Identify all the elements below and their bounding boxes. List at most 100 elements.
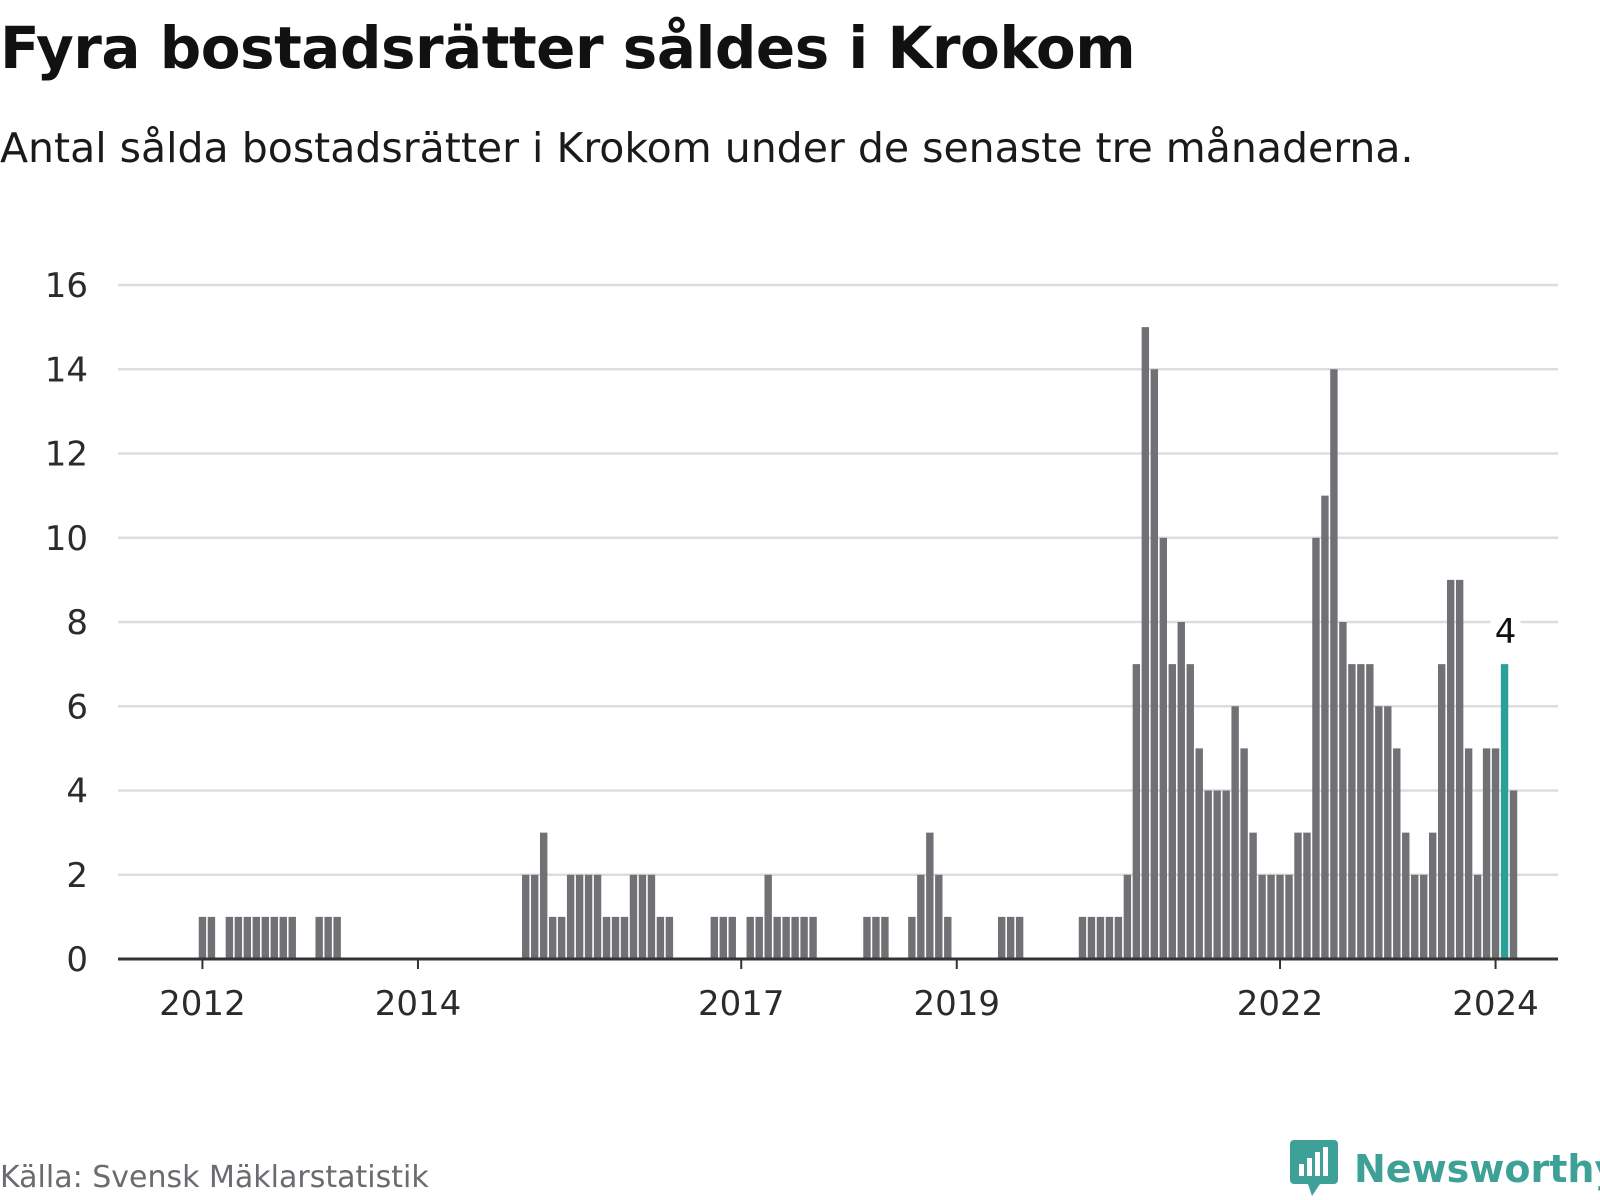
bar xyxy=(935,874,943,959)
bar xyxy=(1491,748,1500,960)
x-tick-label: 2014 xyxy=(375,984,462,1024)
bar xyxy=(1015,916,1024,960)
bar xyxy=(584,874,593,959)
bar xyxy=(1411,874,1419,959)
brand-logo: Newsworthy xyxy=(1290,1140,1600,1198)
bar xyxy=(1195,748,1203,960)
bar xyxy=(1006,916,1015,960)
bar xyxy=(1455,579,1464,960)
bar xyxy=(234,916,243,960)
x-tick-label: 2012 xyxy=(159,984,246,1024)
bar xyxy=(719,916,727,960)
bar xyxy=(1429,832,1437,960)
bar xyxy=(324,916,332,960)
bar xyxy=(198,916,207,960)
bar xyxy=(1141,327,1150,960)
bar xyxy=(1366,664,1374,960)
bar xyxy=(1078,916,1087,960)
bar xyxy=(773,916,781,960)
bar xyxy=(1420,874,1428,959)
bar xyxy=(1087,916,1096,960)
chart-subtitle: Antal sålda bostadsrätter i Krokom under… xyxy=(0,124,1414,172)
bar xyxy=(764,874,772,959)
bar xyxy=(1285,874,1293,959)
bar-chart: 0 2 4 6 8 10 12 14 16 2012 2014 2017 2019 2022 2024 4 xyxy=(45,266,1558,1024)
bar xyxy=(1231,706,1239,959)
bar xyxy=(1509,790,1518,959)
bar xyxy=(656,916,665,960)
bar xyxy=(1213,790,1221,959)
data-label-background xyxy=(1490,612,1521,651)
bar xyxy=(791,916,799,960)
bar xyxy=(315,916,323,960)
bar xyxy=(539,832,548,960)
bar xyxy=(1222,790,1230,959)
bar xyxy=(1150,369,1159,959)
bar xyxy=(1339,622,1347,959)
bar xyxy=(1105,916,1114,960)
bar xyxy=(1177,622,1185,959)
bar xyxy=(1321,495,1329,960)
bar xyxy=(1473,874,1482,959)
bar xyxy=(1132,664,1141,960)
bar xyxy=(746,916,754,960)
bar xyxy=(333,916,341,960)
bar xyxy=(728,916,736,960)
y-axis: 0 2 4 6 8 10 12 14 16 xyxy=(45,266,88,980)
bar xyxy=(270,916,278,960)
bar xyxy=(602,916,611,960)
bar xyxy=(665,916,674,960)
bar xyxy=(1123,874,1132,959)
x-tick-label: 2024 xyxy=(1452,984,1539,1024)
y-tick-label: 10 xyxy=(45,519,88,559)
y-tick-label: 6 xyxy=(66,687,88,727)
bar xyxy=(575,874,584,959)
bar xyxy=(531,874,539,959)
bar xyxy=(252,916,261,960)
bar xyxy=(629,874,638,959)
bar xyxy=(1168,664,1176,960)
bar xyxy=(1330,369,1338,959)
bar-chart-speech-bubble-icon xyxy=(1290,1140,1338,1196)
bar xyxy=(261,916,269,960)
bar xyxy=(243,916,252,960)
bar xyxy=(225,916,234,960)
bar xyxy=(1446,579,1455,960)
bar xyxy=(1482,748,1491,960)
y-tick-label: 8 xyxy=(66,603,88,643)
bar xyxy=(557,916,566,960)
highlighted-bar xyxy=(1500,664,1509,960)
bar xyxy=(1276,874,1284,959)
bar xyxy=(1375,706,1383,959)
bar xyxy=(522,874,530,959)
bar xyxy=(1384,706,1392,959)
bar xyxy=(800,916,808,960)
y-tick-label: 16 xyxy=(45,266,88,306)
bar xyxy=(1114,916,1123,960)
bar xyxy=(1249,832,1257,960)
x-axis: 2012 2014 2017 2019 2022 2024 xyxy=(118,957,1558,1024)
bar xyxy=(997,916,1006,960)
annotations: 4 xyxy=(1490,612,1521,652)
bar xyxy=(593,874,602,959)
bar xyxy=(908,916,916,960)
bar xyxy=(1186,664,1194,960)
brand-name: Newsworthy xyxy=(1354,1147,1600,1191)
y-tick-label: 4 xyxy=(66,772,88,812)
bar xyxy=(548,916,557,960)
bars xyxy=(198,327,1518,960)
bar xyxy=(917,874,925,959)
bar xyxy=(1096,916,1105,960)
y-tick-label: 0 xyxy=(66,940,88,980)
x-tick-label: 2017 xyxy=(698,984,785,1024)
bar xyxy=(1464,748,1473,960)
bar xyxy=(926,832,934,960)
bar xyxy=(1402,832,1410,960)
bar xyxy=(782,916,790,960)
bar xyxy=(279,916,287,960)
source-note: Källa: Svensk Mäklarstatistik xyxy=(0,1160,429,1195)
bar xyxy=(566,874,575,959)
bar xyxy=(207,916,216,960)
bar xyxy=(881,916,889,960)
bar xyxy=(872,916,880,960)
